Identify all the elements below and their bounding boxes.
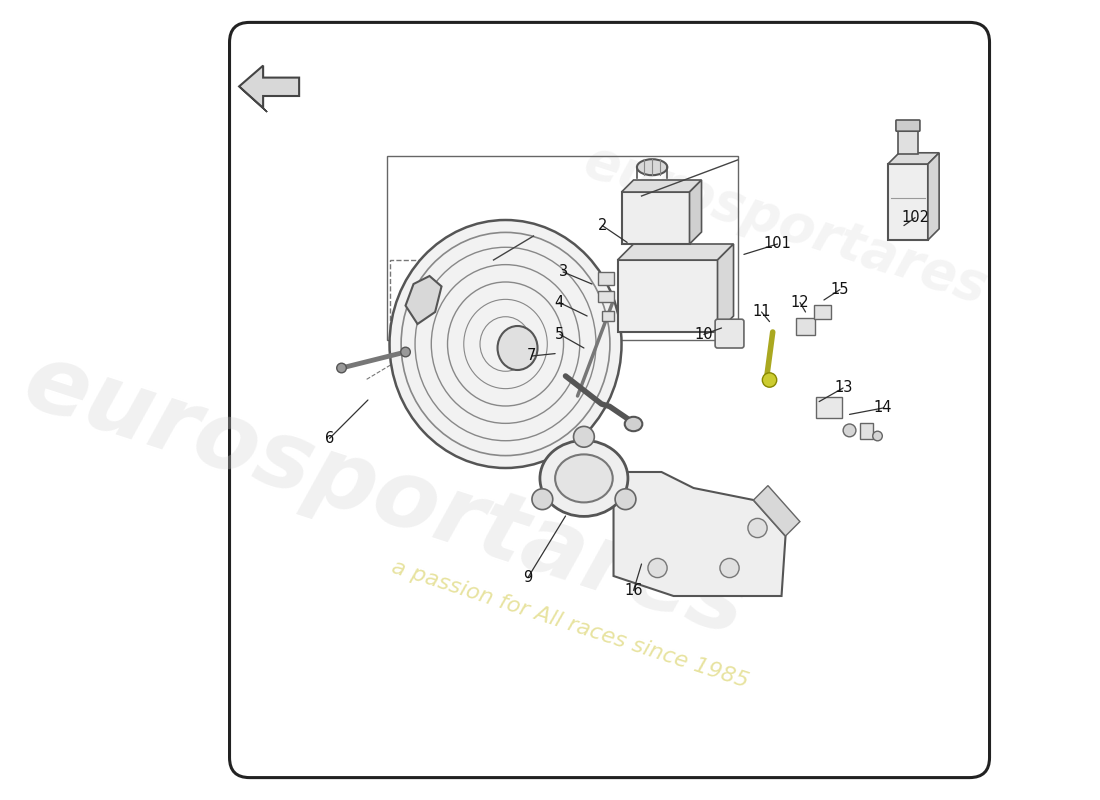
Text: 3: 3 [559, 265, 568, 279]
Ellipse shape [389, 220, 622, 468]
Text: 102: 102 [901, 210, 930, 225]
Circle shape [615, 489, 636, 510]
Circle shape [573, 426, 594, 447]
Polygon shape [239, 86, 267, 112]
Bar [387, 156, 737, 340]
Ellipse shape [497, 326, 538, 370]
Polygon shape [928, 153, 939, 240]
Text: 10: 10 [694, 327, 713, 342]
Polygon shape [614, 472, 785, 596]
Text: 9: 9 [524, 570, 532, 585]
Text: 16: 16 [625, 583, 642, 598]
Text: 4: 4 [554, 295, 564, 310]
FancyBboxPatch shape [230, 22, 990, 778]
Text: 11: 11 [752, 305, 771, 319]
Polygon shape [406, 276, 441, 324]
Circle shape [400, 347, 410, 357]
Text: 6: 6 [324, 431, 334, 446]
FancyBboxPatch shape [816, 397, 842, 418]
Text: eurosportares: eurosportares [578, 134, 993, 314]
Polygon shape [754, 486, 800, 536]
Polygon shape [239, 66, 299, 108]
Text: 12: 12 [791, 295, 810, 310]
Text: 5: 5 [556, 327, 564, 342]
Polygon shape [621, 180, 702, 192]
Text: eurosportares: eurosportares [13, 336, 758, 656]
Polygon shape [617, 260, 717, 332]
FancyBboxPatch shape [796, 318, 815, 335]
Text: 7: 7 [527, 349, 537, 363]
Circle shape [748, 518, 767, 538]
Polygon shape [690, 180, 702, 244]
Polygon shape [717, 244, 734, 332]
Text: 101: 101 [763, 237, 792, 251]
Ellipse shape [556, 454, 613, 502]
FancyBboxPatch shape [598, 272, 614, 285]
Text: 15: 15 [830, 282, 849, 297]
FancyBboxPatch shape [899, 130, 917, 154]
FancyBboxPatch shape [895, 120, 920, 131]
FancyBboxPatch shape [598, 291, 614, 302]
FancyBboxPatch shape [602, 311, 614, 321]
Text: a passion for All races since 1985: a passion for All races since 1985 [388, 557, 750, 691]
Polygon shape [617, 244, 734, 260]
Circle shape [872, 431, 882, 441]
Circle shape [762, 373, 777, 387]
Text: 13: 13 [834, 381, 852, 395]
Ellipse shape [625, 417, 642, 431]
Circle shape [532, 489, 553, 510]
Circle shape [843, 424, 856, 437]
FancyBboxPatch shape [715, 319, 744, 348]
FancyBboxPatch shape [860, 423, 872, 439]
FancyBboxPatch shape [814, 305, 832, 319]
Text: 2: 2 [597, 218, 607, 233]
Text: 14: 14 [873, 401, 892, 415]
Polygon shape [888, 153, 939, 164]
Circle shape [648, 558, 667, 578]
Ellipse shape [637, 159, 668, 175]
Polygon shape [621, 192, 690, 244]
Ellipse shape [540, 440, 628, 517]
Polygon shape [888, 164, 928, 240]
Circle shape [337, 363, 346, 373]
Circle shape [719, 558, 739, 578]
Bar [389, 260, 494, 328]
